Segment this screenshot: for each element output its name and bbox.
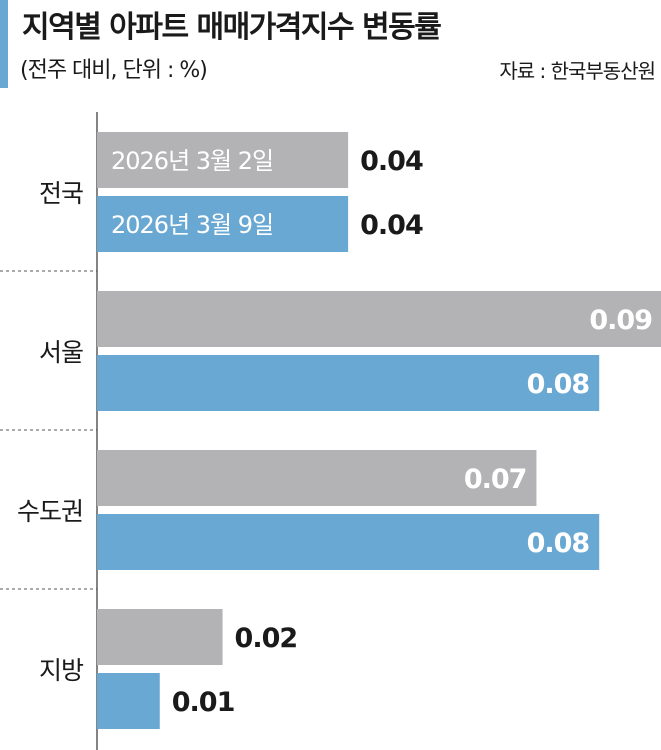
value-label: 0.04 bbox=[360, 146, 423, 177]
value-label: 0.02 bbox=[235, 623, 298, 654]
category-label: 수도권 bbox=[17, 497, 83, 526]
value-label: 0.09 bbox=[589, 305, 652, 336]
value-label: 0.04 bbox=[360, 210, 423, 241]
bar-series1 bbox=[97, 450, 537, 506]
value-label: 0.07 bbox=[464, 464, 527, 495]
legend-label: 2026년 3월 9일 bbox=[111, 211, 273, 239]
category-label: 서울 bbox=[39, 338, 83, 367]
bar-series2 bbox=[97, 355, 600, 411]
bar-series2 bbox=[97, 514, 600, 570]
bar-series1 bbox=[97, 132, 349, 188]
bar-series1 bbox=[97, 609, 223, 665]
category-label: 전국 bbox=[39, 179, 83, 208]
value-label: 0.08 bbox=[527, 369, 590, 400]
legend-label: 2026년 3월 2일 bbox=[111, 147, 273, 175]
value-label: 0.08 bbox=[527, 528, 590, 559]
chart-title: 지역별 아파트 매매가격지수 변동률 bbox=[22, 10, 442, 45]
bar-series2 bbox=[97, 673, 160, 729]
title-accent-bar bbox=[0, 0, 8, 88]
value-label: 0.01 bbox=[172, 687, 235, 718]
category-label: 지방 bbox=[39, 656, 84, 685]
bar-series2 bbox=[97, 196, 349, 252]
chart-subtitle: (전주 대비, 단위 : %) bbox=[20, 58, 208, 83]
chart-source: 자료 : 한국부동산원 bbox=[499, 59, 656, 83]
bar-series1 bbox=[97, 291, 661, 347]
